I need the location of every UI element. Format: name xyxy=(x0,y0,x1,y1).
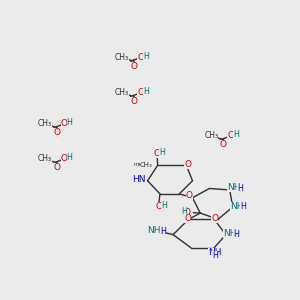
Text: H: H xyxy=(233,130,239,140)
Text: H: H xyxy=(161,201,167,210)
Text: CH₃: CH₃ xyxy=(38,154,52,164)
Text: O: O xyxy=(220,140,227,149)
Text: O: O xyxy=(184,214,191,223)
Text: O: O xyxy=(137,88,145,97)
Text: H: H xyxy=(212,251,218,260)
Text: H: H xyxy=(160,227,166,236)
Text: methyl: methyl xyxy=(134,162,153,167)
Text: H: H xyxy=(143,52,149,61)
Text: H: H xyxy=(237,184,243,193)
Text: O: O xyxy=(61,119,68,128)
Text: O: O xyxy=(184,208,191,217)
Text: O: O xyxy=(130,61,137,70)
Text: H: H xyxy=(181,207,187,216)
Text: NH: NH xyxy=(208,248,222,257)
Text: NH: NH xyxy=(223,229,237,238)
Text: CH₃: CH₃ xyxy=(38,119,52,128)
Text: O: O xyxy=(154,149,161,158)
Text: O: O xyxy=(227,131,234,140)
Text: O: O xyxy=(212,214,218,223)
Text: NH: NH xyxy=(230,202,244,211)
Text: O: O xyxy=(186,191,193,200)
Text: CH₃: CH₃ xyxy=(115,53,129,62)
Text: O: O xyxy=(61,154,68,164)
Text: O: O xyxy=(137,53,145,62)
Text: CH₃: CH₃ xyxy=(204,131,218,140)
Text: O: O xyxy=(53,128,60,137)
Text: CH₃: CH₃ xyxy=(140,162,152,168)
Text: O: O xyxy=(184,160,191,169)
Text: O: O xyxy=(156,202,163,211)
Text: H: H xyxy=(67,118,73,127)
Text: NH: NH xyxy=(147,226,160,235)
Text: O: O xyxy=(130,97,137,106)
Text: NH: NH xyxy=(227,183,241,192)
Text: H: H xyxy=(67,154,73,163)
Text: HN: HN xyxy=(132,175,146,184)
Text: H: H xyxy=(233,230,239,239)
Text: H: H xyxy=(143,87,149,96)
Text: H: H xyxy=(159,148,165,157)
Text: CH₃: CH₃ xyxy=(115,88,129,97)
Text: H: H xyxy=(240,202,246,211)
Text: O: O xyxy=(53,163,60,172)
